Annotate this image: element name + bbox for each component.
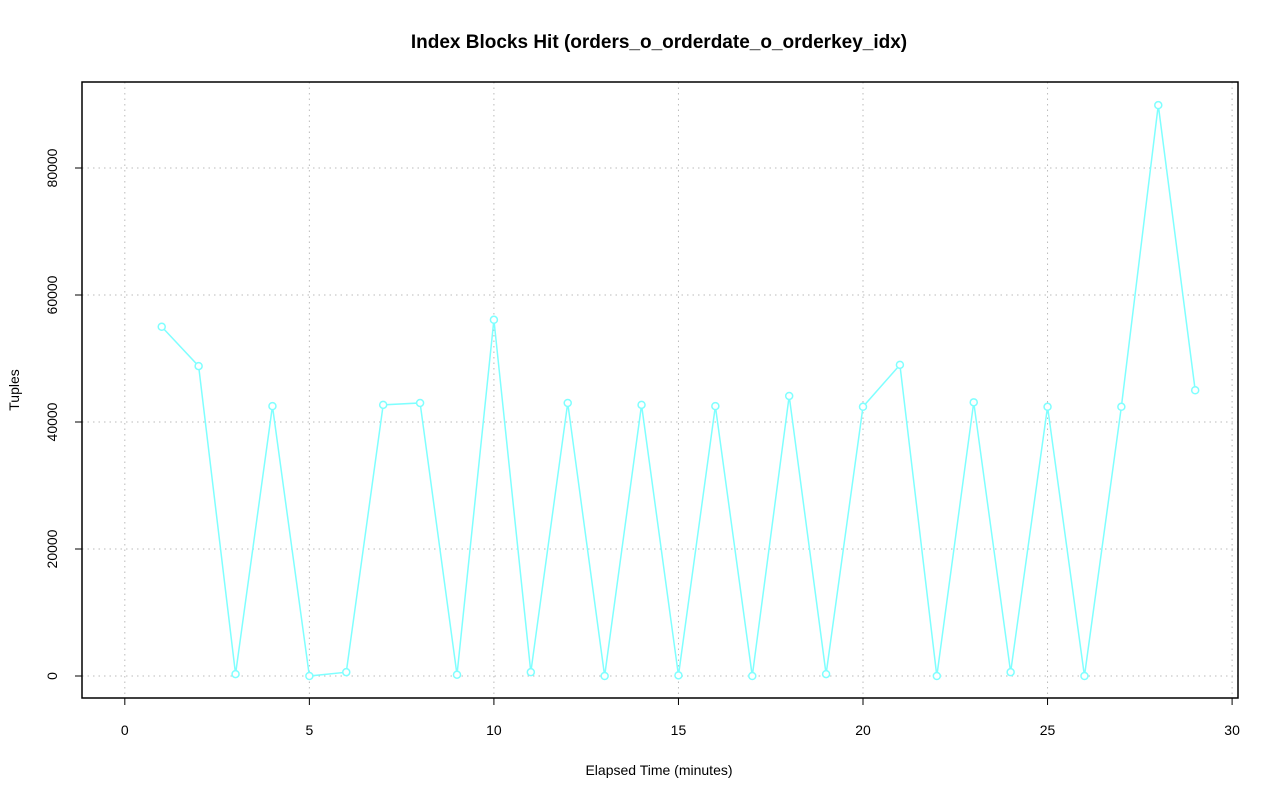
- data-point: [932, 671, 942, 681]
- x-tick-label: 0: [121, 722, 129, 738]
- data-point: [969, 398, 978, 407]
- x-tick-label: 25: [1040, 722, 1056, 738]
- data-point: [452, 670, 462, 679]
- data-point: [711, 401, 720, 411]
- data-point: [1117, 402, 1126, 412]
- y-tick-label: 20000: [44, 529, 60, 568]
- data-point: [600, 671, 609, 681]
- data-point: [858, 402, 868, 412]
- x-axis-label: Elapsed Time (minutes): [585, 762, 732, 778]
- data-point: [1080, 671, 1089, 681]
- data-point: [194, 361, 203, 371]
- y-tick-label: 80000: [44, 148, 60, 187]
- x-tick-label: 30: [1224, 722, 1240, 738]
- data-point: [821, 669, 831, 679]
- x-tick-label: 10: [486, 722, 502, 738]
- data-point: [157, 322, 166, 331]
- x-tick-label: 20: [855, 722, 871, 738]
- data-point: [415, 398, 425, 408]
- data-point: [342, 667, 351, 677]
- data-point: [1006, 667, 1015, 677]
- data-point: [748, 671, 757, 681]
- data-point: [231, 669, 240, 679]
- data-point: [563, 398, 572, 408]
- y-axis-label: Tuples: [6, 369, 22, 411]
- data-point: [305, 671, 314, 681]
- data-point: [1190, 385, 1200, 395]
- data-point: [674, 671, 683, 680]
- data-point: [268, 401, 277, 411]
- chart-title: Index Blocks Hit (orders_o_orderdate_o_o…: [411, 32, 907, 53]
- data-point: [637, 400, 646, 410]
- plot-frame: [81, 81, 1239, 699]
- data-point: [378, 400, 388, 410]
- y-tick-label: 40000: [44, 402, 60, 441]
- y-tick-label: 60000: [44, 275, 60, 314]
- data-point: [526, 667, 536, 677]
- data-point: [1154, 100, 1163, 110]
- x-tick-label: 15: [671, 722, 687, 738]
- data-point: [784, 391, 794, 401]
- data-point: [1043, 402, 1052, 412]
- data-point: [489, 315, 499, 325]
- data-point: [895, 360, 905, 370]
- y-tick-label: 0: [44, 672, 60, 680]
- x-tick-label: 5: [305, 722, 313, 738]
